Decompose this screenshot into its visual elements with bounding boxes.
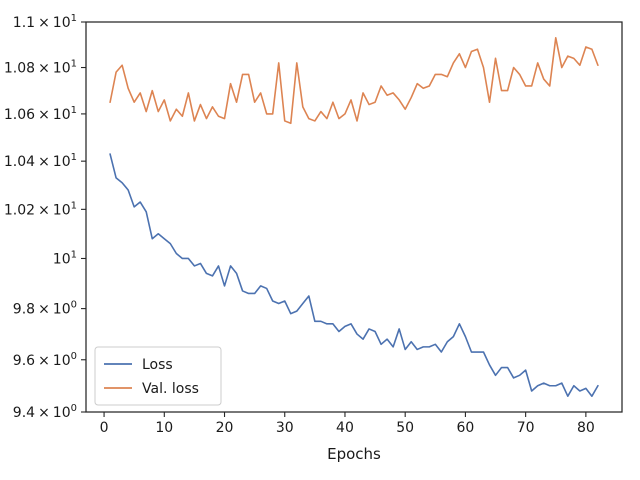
y-tick-base: 10 bbox=[53, 107, 71, 123]
y-tick-exponent: 0 bbox=[71, 300, 77, 311]
legend-box bbox=[94, 346, 222, 406]
x-tick-label: 60 bbox=[457, 420, 475, 436]
series-line-loss bbox=[109, 153, 599, 398]
y-tick-exponent: 1 bbox=[71, 105, 77, 116]
y-tick-label: 1.1 × 101 bbox=[13, 13, 77, 31]
y-tick-mantissa: 9.8 bbox=[13, 302, 35, 318]
y-tick-exponent: 1 bbox=[71, 59, 77, 70]
y-tick-base: 10 bbox=[53, 302, 71, 318]
x-tick-label: 50 bbox=[396, 420, 414, 436]
y-tick-mantissa: 1.1 bbox=[13, 15, 35, 31]
y-tick-mantissa: 9.6 bbox=[13, 353, 35, 369]
y-tick-exponent: 1 bbox=[71, 13, 77, 24]
x-tick-label: 80 bbox=[577, 420, 595, 436]
y-tick-base: 10 bbox=[53, 61, 71, 77]
y-tick-times: × bbox=[38, 353, 50, 369]
x-axis: 0 10 20 30 40 50 60 70 80 bbox=[100, 412, 595, 436]
series-line-val-loss bbox=[109, 37, 599, 125]
y-tick-mantissa: 1.06 bbox=[4, 107, 35, 123]
y-tick-label: 1.02 × 101 bbox=[4, 200, 77, 218]
legend-label: Val. loss bbox=[142, 381, 199, 397]
y-tick-label: 9.8 × 100 bbox=[13, 300, 77, 318]
y-tick-label: 101 bbox=[53, 249, 77, 267]
y-tick-label: 1.08 × 101 bbox=[4, 59, 77, 77]
plot-frame bbox=[85, 21, 623, 413]
x-tick-label: 30 bbox=[276, 420, 294, 436]
y-tick-base: 10 bbox=[53, 15, 71, 31]
y-tick-base: 10 bbox=[53, 251, 71, 267]
x-tick-label: 0 bbox=[100, 420, 109, 436]
series-layer bbox=[109, 37, 599, 398]
x-tick-label: 70 bbox=[517, 420, 535, 436]
y-tick-mantissa: 9.4 bbox=[13, 405, 35, 421]
y-tick-times: × bbox=[38, 302, 50, 318]
y-tick-label: 1.04 × 101 bbox=[4, 152, 77, 170]
y-tick-times: × bbox=[38, 15, 50, 31]
y-tick-times: × bbox=[38, 154, 50, 170]
legend: Loss Val. loss bbox=[94, 346, 222, 406]
y-tick-base: 10 bbox=[53, 154, 71, 170]
legend-label: Loss bbox=[142, 357, 173, 373]
y-tick-mantissa: 1.08 bbox=[4, 61, 35, 77]
y-tick-label: 9.4 × 100 bbox=[13, 403, 77, 421]
y-tick-exponent: 1 bbox=[71, 152, 77, 163]
y-tick-times: × bbox=[38, 107, 50, 123]
y-tick-mantissa: 1.02 bbox=[4, 202, 35, 218]
y-tick-exponent: 0 bbox=[71, 351, 77, 362]
y-tick-base: 10 bbox=[53, 353, 71, 369]
x-tick-label: 10 bbox=[155, 420, 173, 436]
y-tick-label: 9.6 × 100 bbox=[13, 351, 77, 369]
y-tick-base: 10 bbox=[53, 202, 71, 218]
y-tick-times: × bbox=[38, 202, 50, 218]
y-tick-label: 1.06 × 101 bbox=[4, 105, 77, 123]
y-tick-exponent: 1 bbox=[71, 249, 77, 260]
y-tick-base: 10 bbox=[53, 405, 71, 421]
y-tick-times: × bbox=[38, 61, 50, 77]
x-axis-title: Epochs bbox=[327, 445, 381, 463]
y-tick-exponent: 0 bbox=[71, 403, 77, 414]
y-tick-mantissa: 1.04 bbox=[4, 154, 35, 170]
x-tick-label: 40 bbox=[336, 420, 354, 436]
y-tick-exponent: 1 bbox=[71, 200, 77, 211]
x-tick-label: 20 bbox=[216, 420, 234, 436]
y-tick-times: × bbox=[38, 405, 50, 421]
